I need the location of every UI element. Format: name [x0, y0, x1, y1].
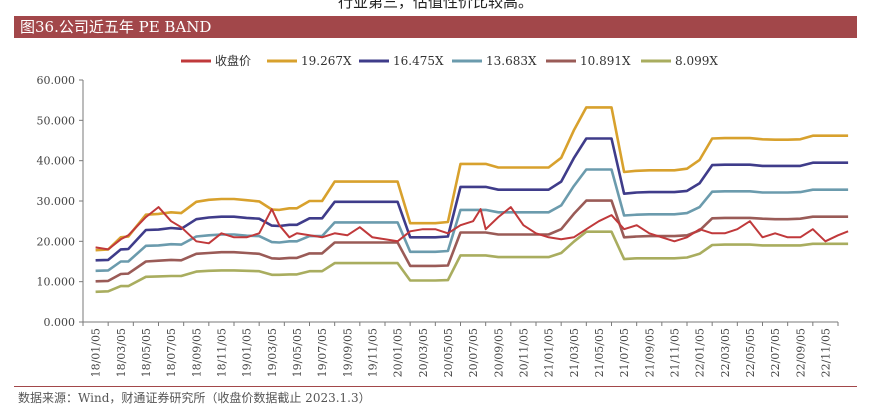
x-tick-label: 20/11/05 — [517, 328, 530, 377]
x-tick-label: 19/03/05 — [266, 328, 279, 377]
series-line-10.891X — [95, 199, 849, 283]
source-note: 数据来源：Wind，财通证券研究所（收盘价数据截止 2023.1.3） — [18, 391, 371, 405]
pe-band-chart: 收盘价 19.267X 16.475X 13.683X 10.891X 8.099X 0.… — [37, 53, 849, 377]
x-tick-label: 22/05/05 — [744, 328, 757, 377]
x-tick-label: 21/07/05 — [618, 328, 631, 377]
y-tick-label: 20.000 — [37, 235, 76, 248]
legend-label: 10.891X — [580, 54, 631, 68]
legend-label: 8.099X — [675, 54, 718, 68]
x-tick-label: 21/11/05 — [668, 328, 681, 377]
y-tick-label: 60.000 — [37, 74, 76, 87]
x-tick-label: 18/07/05 — [165, 328, 178, 377]
x-axis: 18/01/05 18/03/05 18/05/05 18/07/05 18/09/05… — [82, 321, 839, 377]
x-tick-label: 18/01/05 — [90, 328, 103, 377]
x-tick-label: 18/09/05 — [190, 328, 203, 377]
x-tick-label: 18/03/05 — [115, 328, 128, 377]
source-divider — [14, 386, 857, 387]
x-tick-label: 18/11/05 — [215, 328, 228, 377]
x-tick-label: 19/01/05 — [241, 328, 254, 377]
x-tick-label: 19/07/05 — [316, 328, 329, 377]
x-tick-label: 22/07/05 — [769, 328, 782, 377]
x-tick-label: 20/03/05 — [417, 328, 430, 377]
x-tick-label: 20/07/05 — [467, 328, 480, 377]
chart-legend: 收盘价 19.267X 16.475X 13.683X 10.891X 8.099X — [181, 53, 718, 68]
header-partial-text: 行业第三，估值性价比较高。 — [337, 0, 533, 11]
y-tick-label: 10.000 — [37, 276, 76, 289]
legend-label: 收盘价 — [215, 53, 251, 68]
y-tick-label: 40.000 — [37, 155, 76, 168]
x-tick-label: 20/09/05 — [492, 328, 505, 377]
x-tick-label: 18/05/05 — [140, 328, 153, 377]
x-tick-label: 20/05/05 — [442, 328, 455, 377]
y-tick-label: 50.000 — [37, 114, 76, 127]
x-tick-label: 19/05/05 — [291, 328, 304, 377]
series-lines — [95, 106, 849, 294]
figure-title: 图36.公司近五年 PE BAND — [20, 18, 212, 36]
x-tick-label: 20/01/05 — [392, 328, 405, 377]
x-tick-label: 21/03/05 — [568, 328, 581, 377]
series-line-16.475X — [95, 137, 849, 262]
y-tick-label: 30.000 — [37, 195, 76, 208]
y-tick-label: 0.000 — [44, 316, 76, 329]
x-tick-label: 22/11/05 — [819, 328, 832, 377]
legend-label: 16.475X — [393, 54, 444, 68]
series-line-8.099X — [95, 230, 849, 294]
x-tick-label: 21/05/05 — [593, 328, 606, 377]
x-tick-label: 21/09/05 — [643, 328, 656, 377]
legend-label: 13.683X — [486, 54, 537, 68]
series-line-收盘价 — [95, 206, 849, 251]
y-axis: 0.000 10.000 20.000 30.000 40.000 50.000 60.00… — [37, 74, 84, 329]
x-tick-label: 22/01/05 — [694, 328, 707, 377]
series-line-19.267X — [95, 106, 849, 252]
x-tick-label: 21/01/05 — [543, 328, 556, 377]
legend-label: 19.267X — [301, 54, 352, 68]
x-tick-label: 19/11/05 — [366, 328, 379, 377]
x-tick-label: 22/03/05 — [719, 328, 732, 377]
x-tick-label: 19/09/05 — [341, 328, 354, 377]
x-tick-label: 22/09/05 — [794, 328, 807, 377]
figure-title-bar: 图36.公司近五年 PE BAND — [14, 16, 857, 38]
